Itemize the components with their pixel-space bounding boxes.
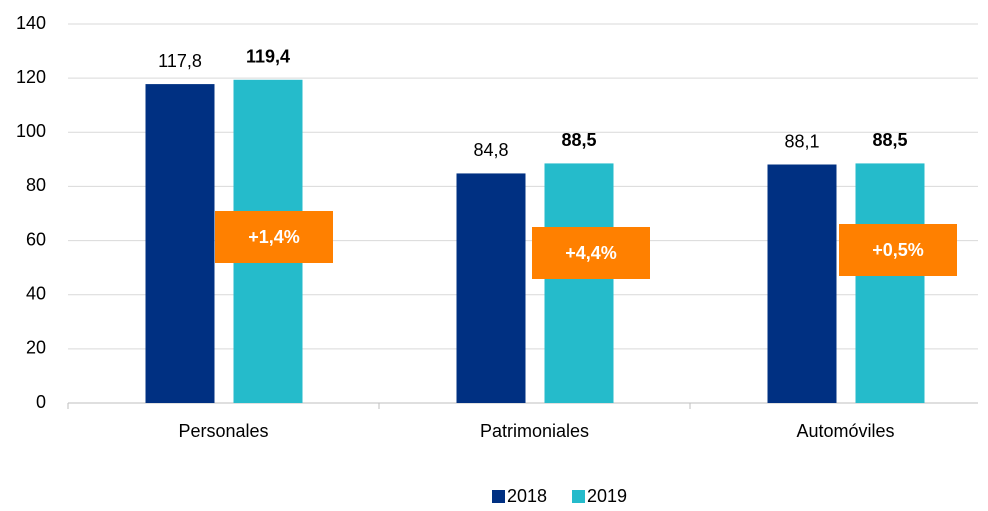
value-label: 88,1 <box>784 131 819 151</box>
x-tick-label: Automóviles <box>796 421 894 441</box>
legend-label: 2018 <box>507 486 547 506</box>
value-label: 88,5 <box>872 130 907 150</box>
x-tick-label: Personales <box>178 421 268 441</box>
y-tick-label: 140 <box>16 13 46 33</box>
annotation: +1,4% <box>248 227 300 247</box>
y-tick-label: 0 <box>36 392 46 412</box>
bar <box>544 163 614 403</box>
y-tick-label: 40 <box>26 283 46 303</box>
annotation: +0,5% <box>872 240 924 260</box>
bar <box>767 164 837 403</box>
annotation-box <box>215 211 333 263</box>
x-tick-label: Patrimoniales <box>480 421 589 441</box>
legend-label: 2019 <box>587 486 627 506</box>
bar <box>456 173 526 403</box>
y-tick-label: 100 <box>16 121 46 141</box>
annotation-box <box>839 224 957 276</box>
y-tick-label: 80 <box>26 175 46 195</box>
y-tick-label: 60 <box>26 229 46 249</box>
value-label: 119,4 <box>246 47 290 67</box>
value-label: 117,8 <box>158 51 202 71</box>
y-tick-label: 120 <box>16 67 46 87</box>
y-tick-label: 20 <box>26 338 46 358</box>
legend-swatch <box>492 490 505 503</box>
bar <box>855 163 925 403</box>
bar <box>145 84 215 403</box>
annotation-box <box>532 227 650 279</box>
value-label: 84,8 <box>473 140 508 160</box>
annotation: +4,4% <box>565 243 617 263</box>
value-label: 88,5 <box>561 130 596 150</box>
legend-swatch <box>572 490 585 503</box>
